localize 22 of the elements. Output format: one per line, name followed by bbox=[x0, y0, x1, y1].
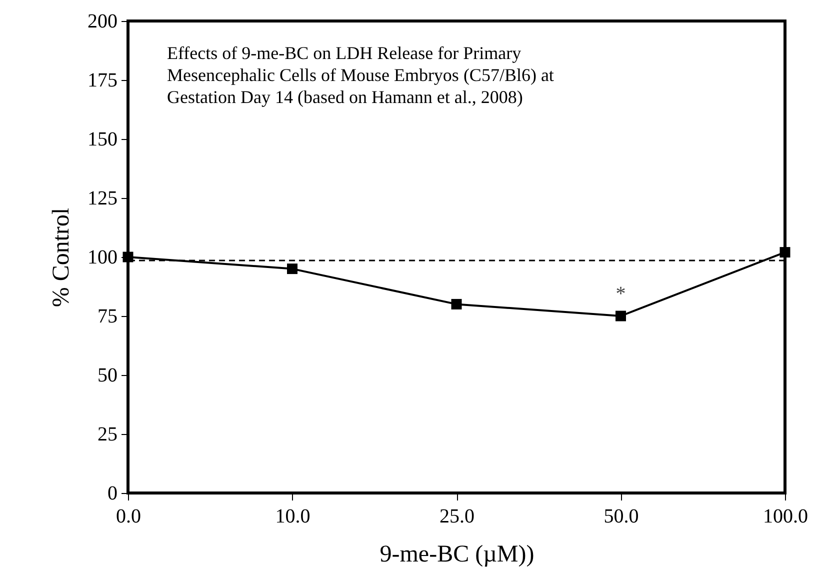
y-tick-label: 100 bbox=[88, 246, 118, 268]
x-tick-label: 100.0 bbox=[763, 506, 808, 528]
x-axis-title: 9-me-BC (µM)) bbox=[380, 542, 534, 568]
y-tick-label: 25 bbox=[98, 424, 118, 446]
point bbox=[616, 310, 626, 322]
point bbox=[287, 264, 298, 274]
point bbox=[451, 298, 462, 310]
x-tick-label: 10.0 bbox=[275, 506, 310, 528]
y-tick-label: 0 bbox=[108, 482, 118, 504]
annotation: * bbox=[616, 283, 626, 305]
point bbox=[780, 247, 790, 258]
x-tick-label: 50.0 bbox=[604, 506, 639, 528]
y-tick-label: 150 bbox=[88, 128, 118, 150]
y-axis-title: % Control bbox=[48, 208, 74, 308]
y-tick-label: 125 bbox=[88, 188, 118, 210]
x-tick-label: 0.0 bbox=[116, 506, 141, 528]
y-tick-label: 175 bbox=[88, 70, 118, 92]
text: Effects of 9-me-BC on LDH Release for Primary Mesencephalic Cells of Mouse Embryos (C57/Bl6) at Gestation Day 14 (based on Hamann et al., 2008) bbox=[167, 43, 554, 107]
y-tick-label: 200 bbox=[88, 10, 118, 32]
y-tick-label: 75 bbox=[98, 306, 118, 328]
y-tick-label: 50 bbox=[98, 364, 118, 386]
x-tick-label: 25.0 bbox=[440, 506, 474, 528]
